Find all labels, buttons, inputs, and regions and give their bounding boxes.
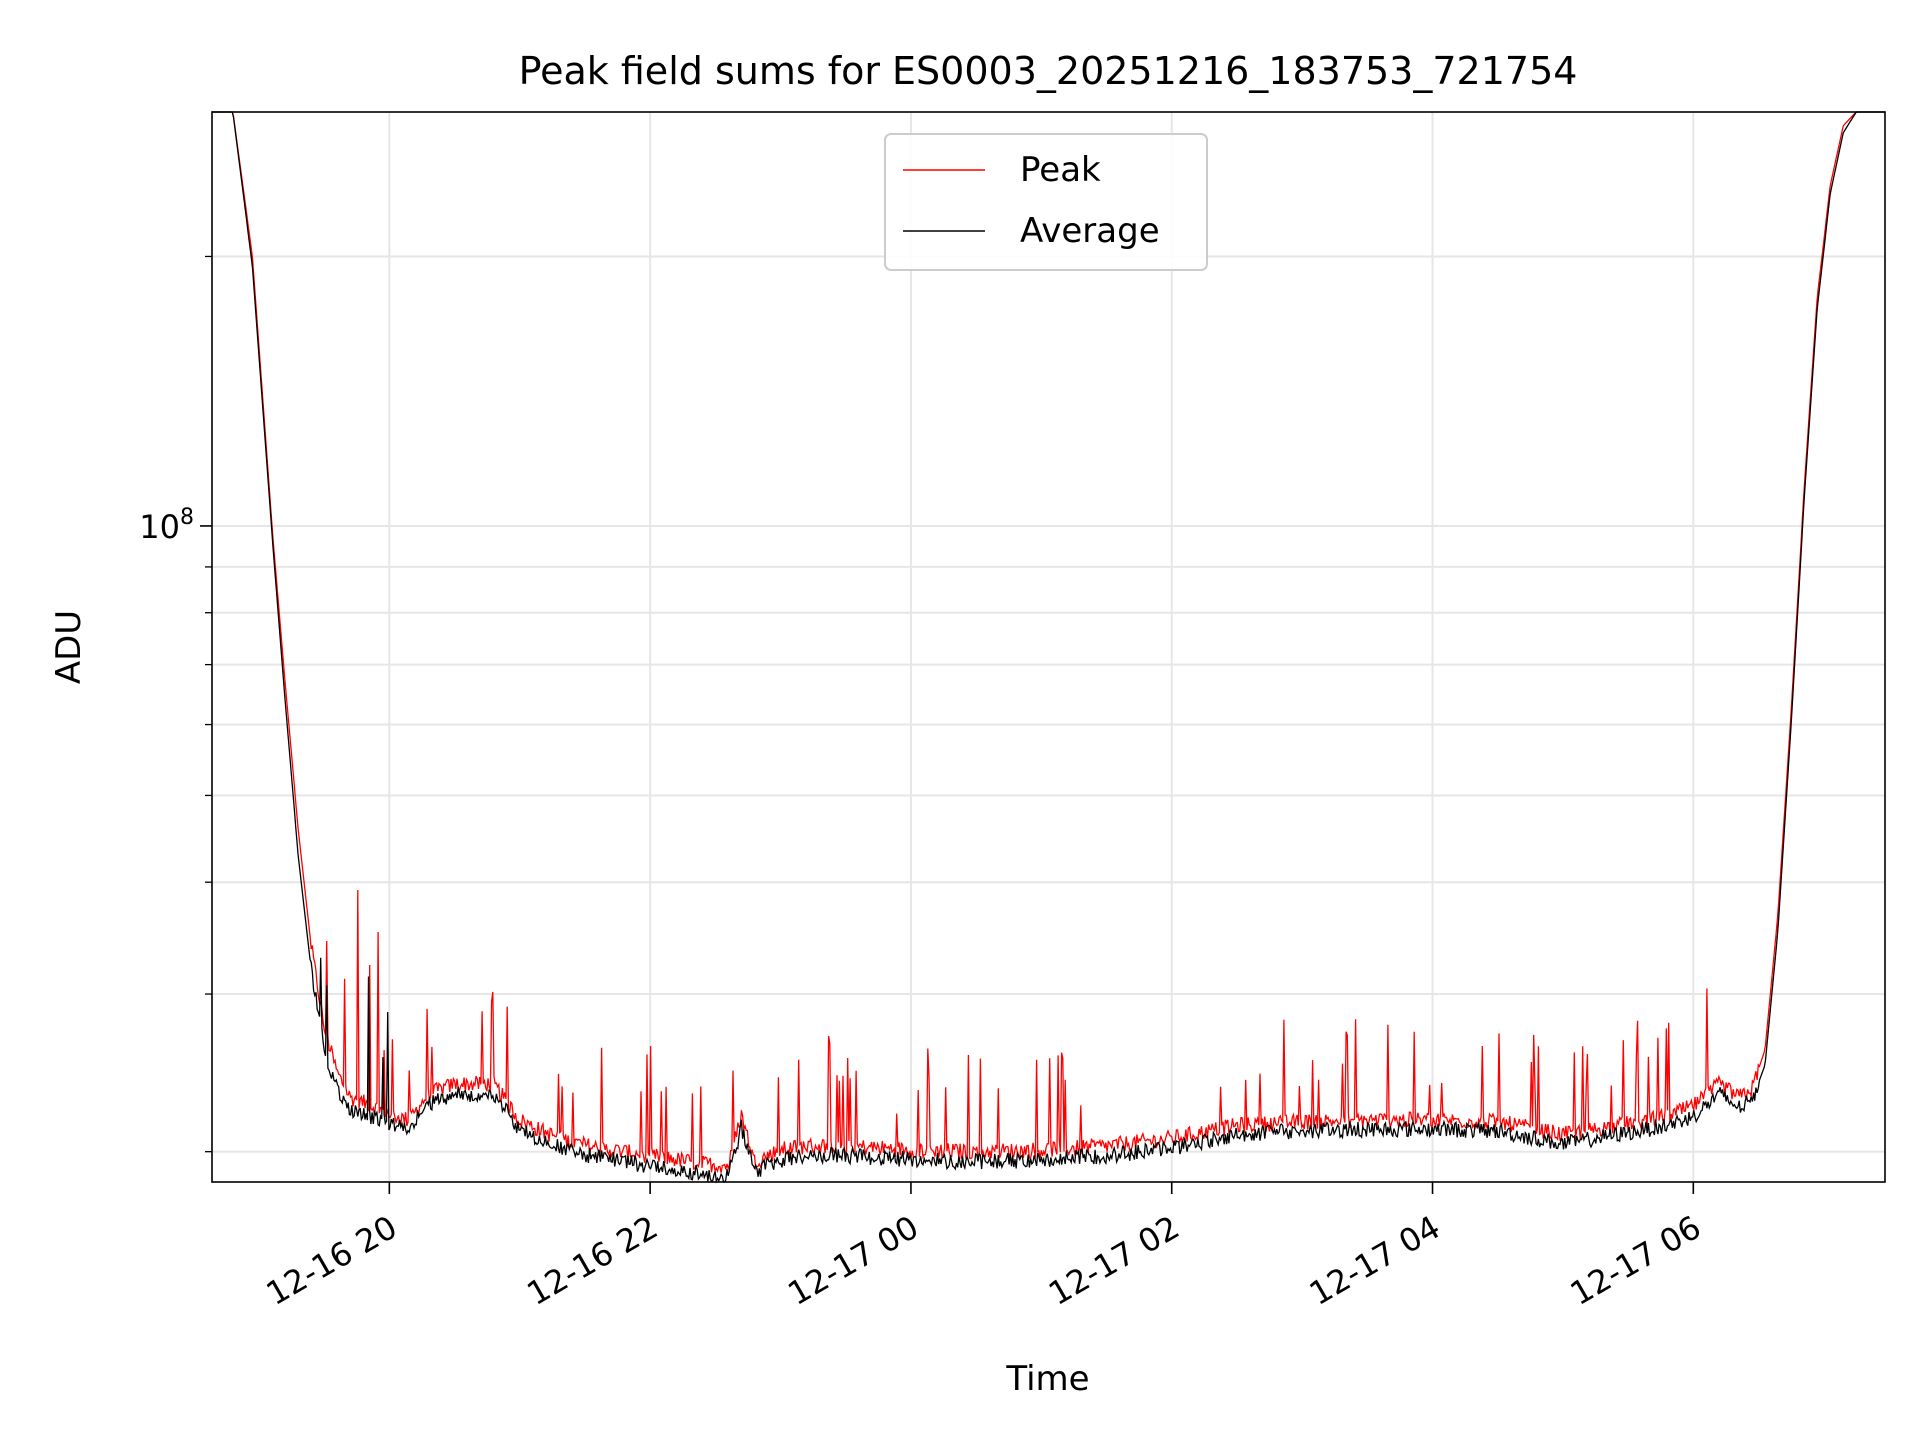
- legend-box: [884, 133, 1208, 271]
- x-axis-label: Time: [1005, 1359, 1089, 1399]
- y-tick-label-base: 10: [139, 508, 180, 546]
- plot-frame: [211, 111, 1886, 1183]
- y-axis-label: ADU: [49, 610, 89, 684]
- legend-peak-label: Peak: [1020, 150, 1101, 190]
- y-tick-label-exponent: 8: [180, 505, 194, 530]
- y-axis-ticks: 108: [139, 255, 212, 1153]
- legend: Peak Average: [884, 133, 1208, 271]
- series-line-average: [212, 111, 1885, 1184]
- y-tick-label: 108: [139, 505, 194, 546]
- series-line-peak: [212, 111, 1885, 1173]
- legend-average-label: Average: [1020, 211, 1160, 251]
- chart-title: Peak field sums for ES0003_20251216_1837…: [519, 49, 1578, 93]
- series-layer: [212, 111, 1885, 1184]
